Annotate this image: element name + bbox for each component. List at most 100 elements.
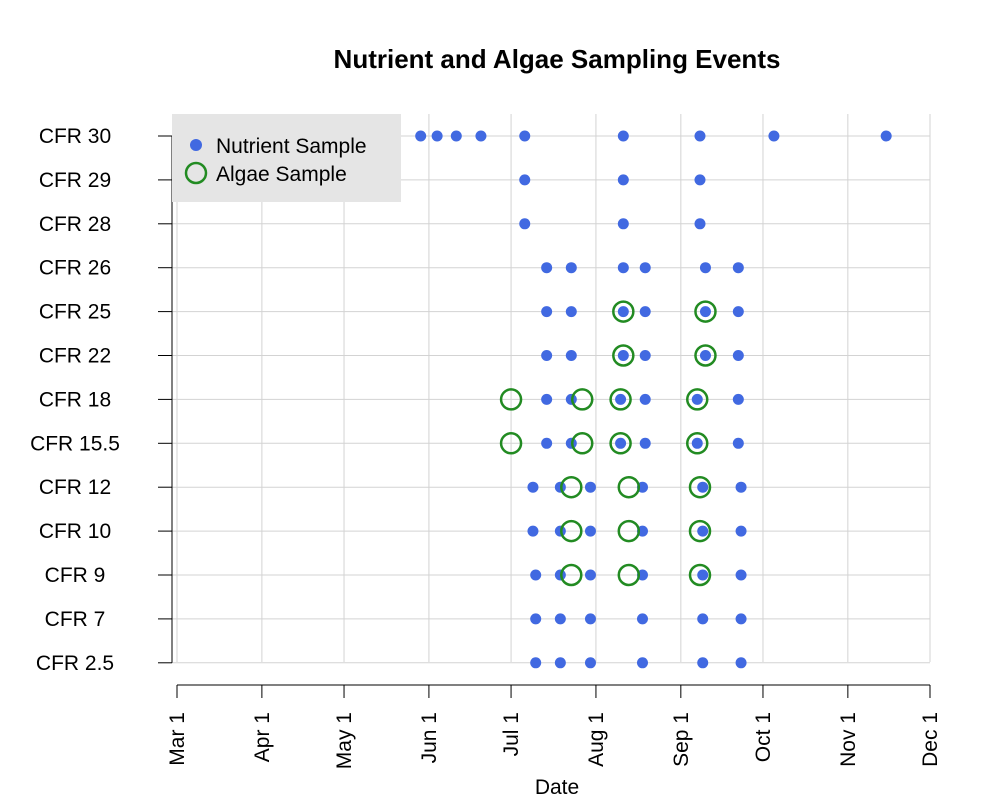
nutrient-sample-point [584,481,596,493]
algae-sample-point [694,300,717,323]
algae-sample-point [617,563,641,587]
algae-sample-point [694,344,717,367]
nutrient-sample-point [530,657,542,669]
nutrient-sample-point [617,306,629,318]
nutrient-sample-point [732,262,744,274]
month-label: Oct 1 [752,712,775,762]
nutrient-sample-point [475,130,487,142]
algae-sample-point [499,432,523,455]
nutrient-sample-point [694,218,706,230]
x-axis-title: Date [535,776,579,799]
legend-nutrient-label: Nutrient Sample [216,135,367,158]
month-label: Aug 1 [585,712,608,767]
station-label: CFR 2.5 [36,652,114,675]
nutrient-sample-point [697,525,709,537]
algae-sample-point [560,563,583,587]
nutrient-sample-point [697,481,709,493]
data-points [415,130,892,669]
nutrient-sample-point [415,130,427,142]
algae-sample-point [686,388,709,411]
nutrient-sample-point [519,174,531,186]
month-label: Apr 1 [251,712,274,762]
month-label: Sep 1 [670,712,693,767]
legend: Nutrient Sample Algae Sample [172,114,401,202]
nutrient-sample-point [584,525,596,537]
station-label: CFR 26 [39,257,111,280]
nutrient-sample-point [697,569,709,581]
algae-sample-point [686,432,709,455]
nutrient-sample-point [541,437,553,449]
nutrient-sample-point [541,350,553,361]
nutrient-sample-point [527,481,539,493]
algae-sample-point [560,475,583,499]
nutrient-sample-point [735,481,747,493]
month-label: Nov 1 [837,712,860,767]
nutrient-sample-point [615,393,627,405]
algae-sample-point [571,388,594,411]
legend-box [172,114,401,202]
nutrient-sample-point [636,613,648,625]
station-label: CFR 15.5 [30,432,120,455]
y-axis: CFR 30 CFR 29 CFR 28 CFR 26 CFR 25 CFR 22 CFR … [30,125,173,675]
nutrient-sample-point [584,613,596,625]
nutrient-sample-point [541,393,553,405]
chart-title: Nutrient and Algae Sampling Events [334,44,781,74]
nutrient-sample-point [617,218,629,230]
nutrient-sample-point [541,306,553,318]
nutrient-sample-point [530,613,542,625]
nutrient-sample-point [565,306,577,318]
nutrient-sample-point [636,481,648,493]
month-label: Jun 1 [418,712,441,763]
algae-sample-point [688,563,712,587]
nutrient-sample-point [541,262,553,274]
algae-sample-point [688,475,712,499]
legend-nutrient-marker [190,139,202,151]
nutrient-sample-point [554,613,566,625]
nutrient-sample-point [880,130,892,142]
station-label: CFR 25 [39,301,111,324]
nutrient-sample-point [617,130,629,142]
nutrient-sample-point [699,306,711,318]
grid-lines [172,114,931,664]
nutrient-sample-point [615,437,627,449]
nutrient-sample-point [554,657,566,669]
month-label: Dec 1 [919,712,942,767]
station-label: CFR 28 [39,213,111,236]
nutrient-sample-point [636,525,648,537]
legend-algae-marker [184,161,208,185]
nutrient-sample-point [565,262,577,274]
nutrient-sample-point [519,218,531,230]
nutrient-sample-point [732,306,744,318]
nutrient-sample-point [639,393,651,405]
station-label: CFR 22 [39,345,111,368]
station-label: CFR 18 [39,388,111,411]
algae-sample-point [612,300,635,323]
nutrient-sample-point [691,437,703,449]
nutrient-sample-point [691,393,703,405]
month-label: Jul 1 [500,712,523,756]
nutrient-sample-point [617,174,629,186]
algae-sample-point [560,519,583,543]
nutrient-sample-point [639,350,651,361]
month-label: May 1 [333,712,356,769]
nutrient-sample-point [617,262,629,274]
nutrient-sample-point [732,393,744,405]
nutrient-sample-point [699,262,711,274]
nutrient-sample-point [694,130,706,142]
nutrient-sample-point [732,350,744,361]
nutrient-sample-point [768,130,780,142]
nutrient-sample-point [639,437,651,449]
nutrient-sample-point [450,130,462,142]
nutrient-sample-point [735,569,747,581]
algae-sample-point [612,344,635,367]
nutrient-sample-point [565,350,577,361]
nutrient-sample-point [527,525,539,537]
station-label: CFR 10 [39,520,111,543]
nutrient-sample-point [697,613,709,625]
nutrient-sample-point [694,174,706,186]
station-label: CFR 9 [45,564,106,587]
nutrient-sample-point [636,657,648,669]
nutrient-sample-point [697,657,709,669]
nutrient-sample-point [584,569,596,581]
